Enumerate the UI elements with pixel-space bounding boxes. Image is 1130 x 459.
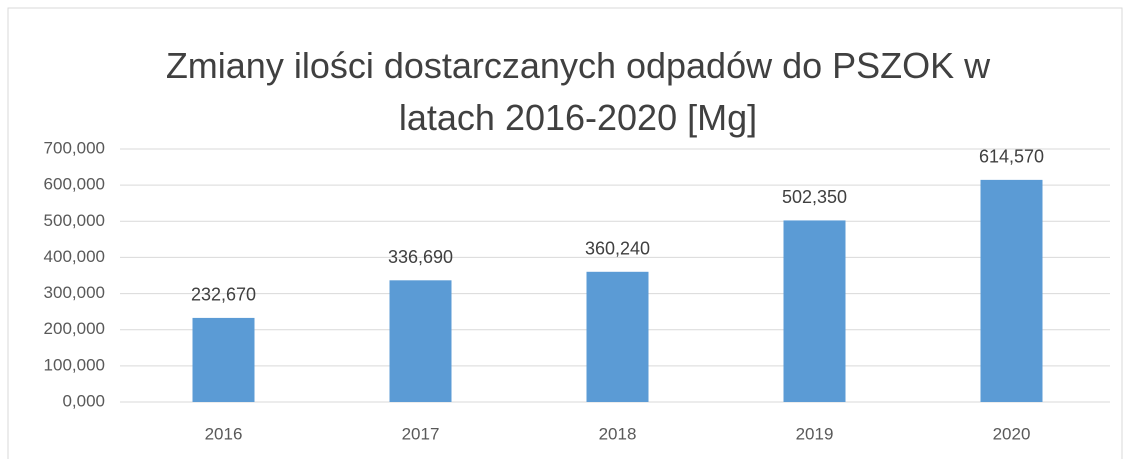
data-label: 360,240 xyxy=(585,239,650,259)
data-label: 232,670 xyxy=(191,285,256,305)
data-label: 336,690 xyxy=(388,247,453,267)
y-tick-label: 700,000 xyxy=(44,138,105,157)
bar xyxy=(980,179,1043,402)
y-tick-label: 300,000 xyxy=(44,283,105,302)
x-tick-label: 2019 xyxy=(796,424,834,443)
data-label: 502,350 xyxy=(782,187,847,207)
x-tick-label: 2017 xyxy=(402,424,440,443)
x-tick-label: 2016 xyxy=(205,424,243,443)
chart-title: Zmiany ilości dostarczanych odpadów do P… xyxy=(165,45,991,138)
chart-frame xyxy=(7,7,1123,459)
y-tick-label: 500,000 xyxy=(44,211,105,230)
y-tick-label: 600,000 xyxy=(44,175,105,194)
y-tick-label: 200,000 xyxy=(44,319,105,338)
bar xyxy=(192,317,255,402)
bar xyxy=(783,220,846,402)
x-tick-label: 2020 xyxy=(993,424,1031,443)
bar xyxy=(389,280,452,402)
y-tick-label: 400,000 xyxy=(44,247,105,266)
data-label: 614,570 xyxy=(979,147,1044,167)
x-tick-label: 2018 xyxy=(599,424,637,443)
y-tick-label: 0,000 xyxy=(62,391,105,410)
y-tick-label: 100,000 xyxy=(44,355,105,374)
bar xyxy=(586,271,649,402)
